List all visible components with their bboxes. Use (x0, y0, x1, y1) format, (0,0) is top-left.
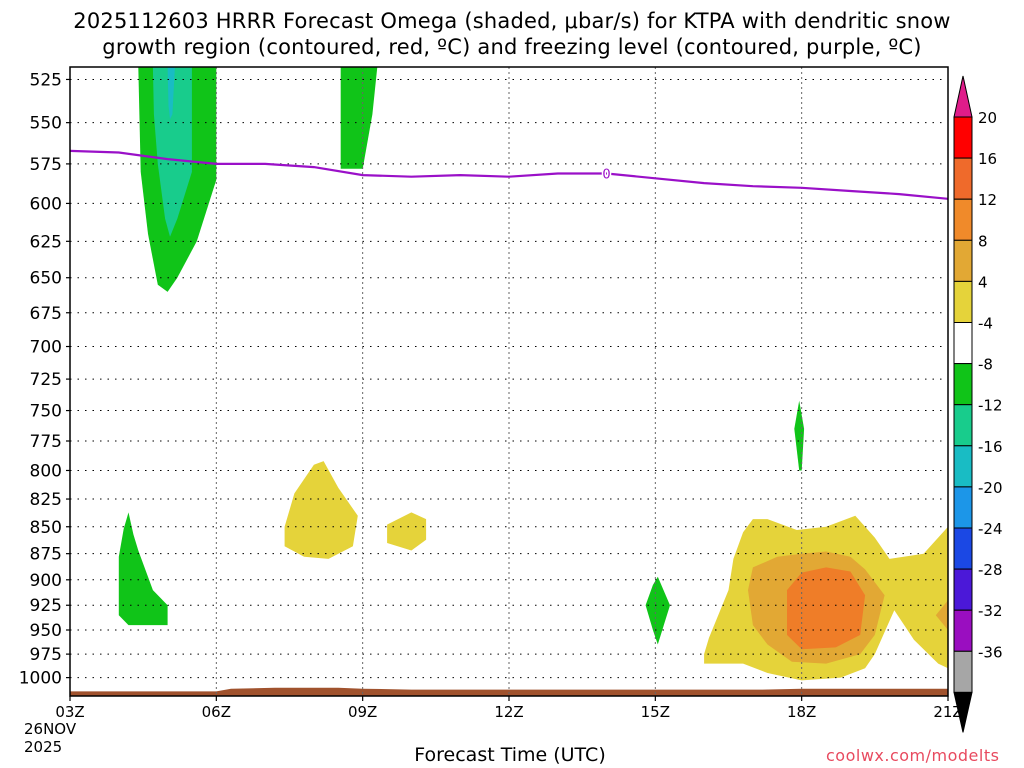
omega-region-ascent-low-2 (645, 576, 670, 645)
x-axis-title: Forecast Time (UTC) (414, 744, 606, 766)
colorbar-label: -20 (978, 479, 1003, 497)
y-tick-label: 825 (30, 490, 62, 510)
y-tick-label: 650 (30, 269, 62, 289)
omega-region-ascent-low-3 (794, 400, 805, 471)
y-tick-label: 625 (30, 232, 62, 252)
y-tick-label: 1000 (19, 669, 62, 689)
colorbar-top-arrow (953, 75, 973, 118)
colorbar-label: 20 (978, 109, 997, 127)
omega-region-descent-3-core (787, 567, 866, 650)
colorbar-swatch (953, 445, 973, 488)
colorbar-label: -32 (978, 602, 1003, 620)
colorbar-swatch (953, 527, 973, 570)
colorbar-label: -16 (978, 438, 1003, 456)
colorbar-bottom-arrow (953, 691, 973, 733)
date-month: 26NOV (24, 720, 77, 738)
omega-region-descent-1 (284, 461, 358, 559)
colorbar-swatch (953, 650, 973, 693)
y-tick-label: 750 (30, 402, 62, 422)
x-tick-label: 12Z (494, 703, 523, 721)
colorbar-label: 8 (978, 232, 988, 250)
y-tick-label: 550 (30, 114, 62, 134)
x-tick-label: 18Z (787, 703, 816, 721)
colorbar-swatch (953, 198, 973, 241)
x-tick-label: 21Z (933, 703, 962, 721)
y-tick-label: 525 (30, 70, 62, 90)
x-tick-label: 06Z (202, 703, 231, 721)
colorbar-label: 12 (978, 191, 997, 209)
colorbar-swatch (953, 404, 973, 447)
omega-region-ascent-upper-1-max (167, 67, 175, 120)
colorbar-swatch (953, 609, 973, 652)
y-tick-label: 725 (30, 370, 62, 390)
date-year: 2025 (24, 738, 63, 756)
credit-link[interactable]: coolwx.com/modelts (826, 746, 1000, 765)
colorbar-swatch (953, 280, 973, 323)
y-tick-label: 675 (30, 304, 62, 324)
chart-title: 2025112603 HRRR Forecast Omega (shaded, … (0, 8, 1024, 60)
colorbar-swatch (953, 568, 973, 611)
y-tick-label: 775 (30, 432, 62, 452)
colorbar-label: -28 (978, 561, 1003, 579)
colorbar-swatch (953, 157, 973, 200)
x-tick-label: 15Z (641, 703, 670, 721)
omega-region-descent-3-edge (935, 600, 948, 630)
y-tick-label: 600 (30, 194, 62, 214)
omega-region-descent-2 (387, 512, 427, 551)
chart-title-line1: 2025112603 HRRR Forecast Omega (shaded, … (73, 9, 951, 33)
x-tick-label: 09Z (348, 703, 377, 721)
colorbar-label: -8 (978, 356, 993, 374)
omega-region-ascent-upper-1-core (152, 67, 192, 237)
omega-region-ascent-low-1 (118, 512, 168, 626)
colorbar-swatch (953, 239, 973, 282)
colorbar-swatch (953, 116, 973, 159)
colorbar-label: -4 (978, 315, 993, 333)
chart-title-line2: growth region (contoured, red, ºC) and f… (102, 35, 922, 59)
colorbar-swatch (953, 363, 973, 406)
colorbar-label: -36 (978, 643, 1003, 661)
y-tick-label: 975 (30, 645, 62, 665)
y-tick-label: 875 (30, 545, 62, 565)
x-tick-label: 03Z (55, 703, 84, 721)
colorbar-swatch (953, 486, 973, 529)
colorbar-label: 16 (978, 150, 997, 168)
freezing-level-label: 0 (602, 168, 610, 183)
y-tick-label: 700 (30, 338, 62, 358)
colorbar-label: 4 (978, 273, 988, 291)
colorbar-label: -24 (978, 520, 1003, 538)
y-tick-label: 800 (30, 461, 62, 481)
colorbar-label: -12 (978, 397, 1003, 415)
y-tick-label: 950 (30, 621, 62, 641)
y-tick-label: 925 (30, 596, 62, 616)
y-tick-label: 850 (30, 518, 62, 538)
y-tick-label: 900 (30, 571, 62, 591)
omega-region-ascent-upper-2 (340, 67, 378, 169)
surface-strip (70, 687, 948, 696)
freezing-level-line (70, 149, 948, 200)
colorbar-swatch (953, 322, 973, 365)
y-tick-label: 575 (30, 155, 62, 175)
